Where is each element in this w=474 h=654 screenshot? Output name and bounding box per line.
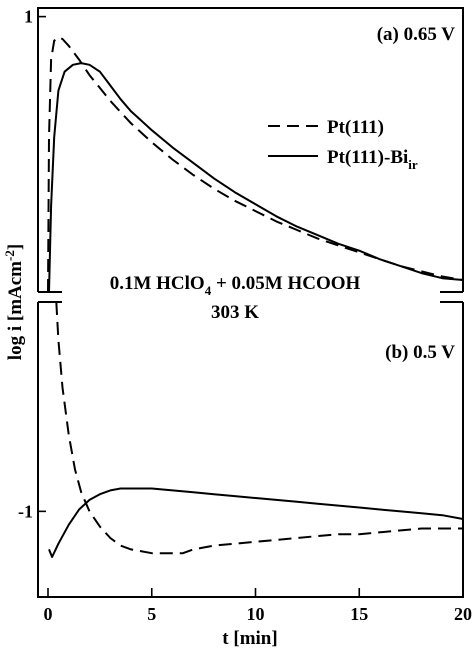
x-tick-label: 15 [350, 604, 368, 624]
axis-ticks [38, 15, 464, 597]
panel-a-frame [37, 7, 464, 292]
panel-a-series-pt111-bi [48, 62, 464, 293]
x-axis-label: t [min] [222, 628, 277, 649]
data-curves [47, 36, 464, 558]
y-tick-label: 1 [24, 7, 33, 27]
x-tick-label: 10 [247, 604, 265, 624]
legend-label-pt111: Pt(111) [327, 117, 384, 138]
panel-b-frame [37, 302, 464, 598]
temperature-annotation: 303 K [211, 302, 259, 323]
panel-b-series-pt111 [55, 301, 463, 555]
x-tick-label: 5 [147, 604, 156, 624]
y-tick-label: -1 [18, 501, 33, 521]
electrolyte-annotation: 0.1M HClO4 + 0.05M HCOOH [110, 273, 361, 298]
legend: Pt(111) Pt(111)-Biir [268, 117, 418, 172]
panel-b-label: (b) 0.5 V [385, 342, 455, 363]
panel-a-label: (a) 0.65 V [377, 24, 456, 45]
x-tick-label: 0 [44, 604, 53, 624]
legend-label-pt111-bi: Pt(111)-Biir [327, 147, 418, 172]
x-tick-label: 20 [454, 604, 472, 624]
y-axis-label: log i [mAcm-2] [2, 244, 26, 360]
panel-b-series-pt111-bi [48, 487, 464, 558]
